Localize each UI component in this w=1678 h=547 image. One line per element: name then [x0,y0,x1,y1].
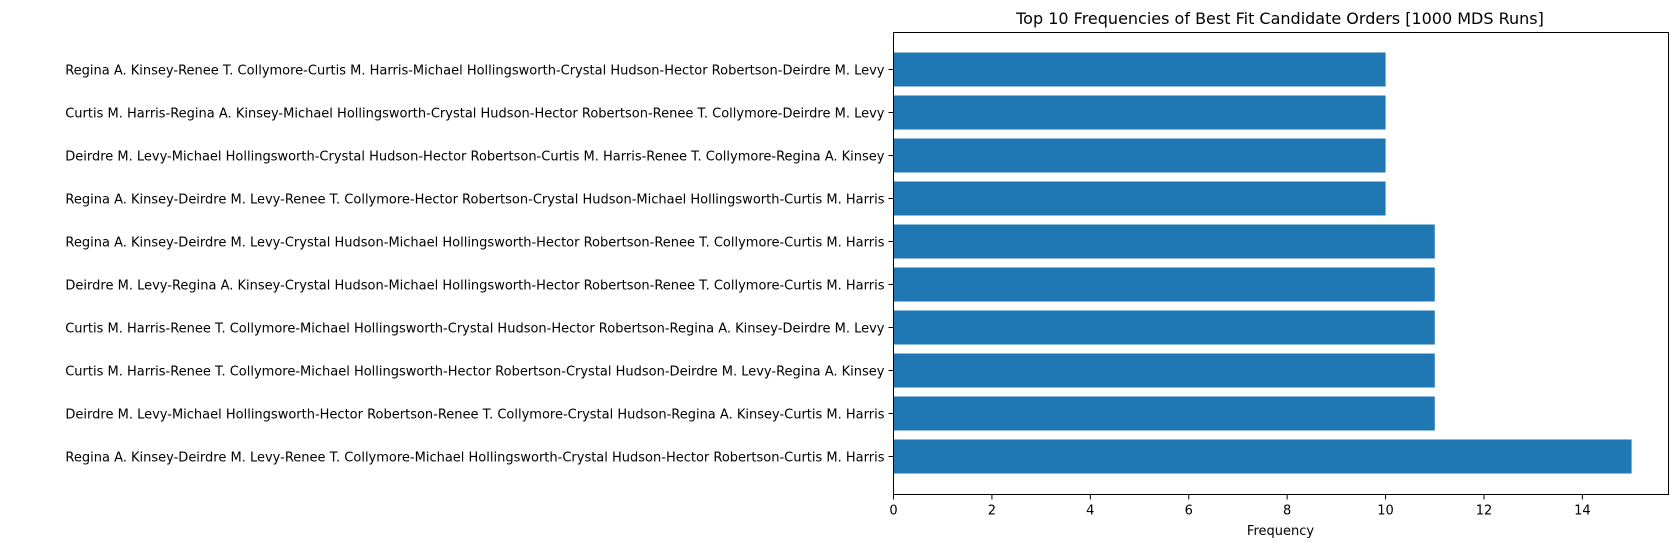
y-tick-label: Curtis M. Harris-Renee T. Collymore-Mich… [65,365,885,380]
y-tick-label: Regina A. Kinsey-Deirdre M. Levy-Renee T… [65,193,884,208]
bar [893,138,1386,173]
chart-title: Top 10 Frequencies of Best Fit Candidate… [1015,9,1544,28]
y-tick-label: Deirdre M. Levy-Regina A. Kinsey-Crystal… [65,279,884,294]
x-tick-label: 0 [889,504,897,519]
y-tick-label: Regina A. Kinsey-Deirdre M. Levy-Crystal… [65,236,884,251]
x-tick-label: 14 [1574,504,1591,519]
x-axis-label: Frequency [1247,524,1314,539]
bar [893,439,1632,474]
x-tick-label: 12 [1476,504,1493,519]
bar [893,310,1435,345]
bar [893,396,1435,431]
x-tick-label: 2 [988,504,996,519]
x-tick-label: 8 [1283,504,1291,519]
bar [893,224,1435,259]
bar [893,267,1435,302]
y-tick-label: Regina A. Kinsey-Renee T. Collymore-Curt… [65,64,885,79]
bar [893,52,1386,87]
y-tick-label: Curtis M. Harris-Regina A. Kinsey-Michae… [65,107,885,122]
y-tick-label: Deirdre M. Levy-Michael Hollingsworth-Cr… [65,150,885,165]
x-tick-label: 4 [1086,504,1094,519]
y-tick-labels: Regina A. Kinsey-Deirdre M. Levy-Renee T… [65,64,894,466]
plot-area-frame [893,32,1669,495]
bar [893,353,1435,388]
bar [893,95,1386,130]
x-tick-label: 10 [1377,504,1394,519]
bars-group [893,52,1632,474]
y-tick-label: Deirdre M. Levy-Michael Hollingsworth-He… [65,408,884,423]
y-tick-label: Curtis M. Harris-Renee T. Collymore-Mich… [65,322,885,337]
bar [893,181,1386,216]
x-ticks: 0 2 4 6 8 10 12 14 [889,494,1591,519]
y-tick-label: Regina A. Kinsey-Deirdre M. Levy-Renee T… [65,451,884,466]
x-tick-label: 6 [1185,504,1193,519]
